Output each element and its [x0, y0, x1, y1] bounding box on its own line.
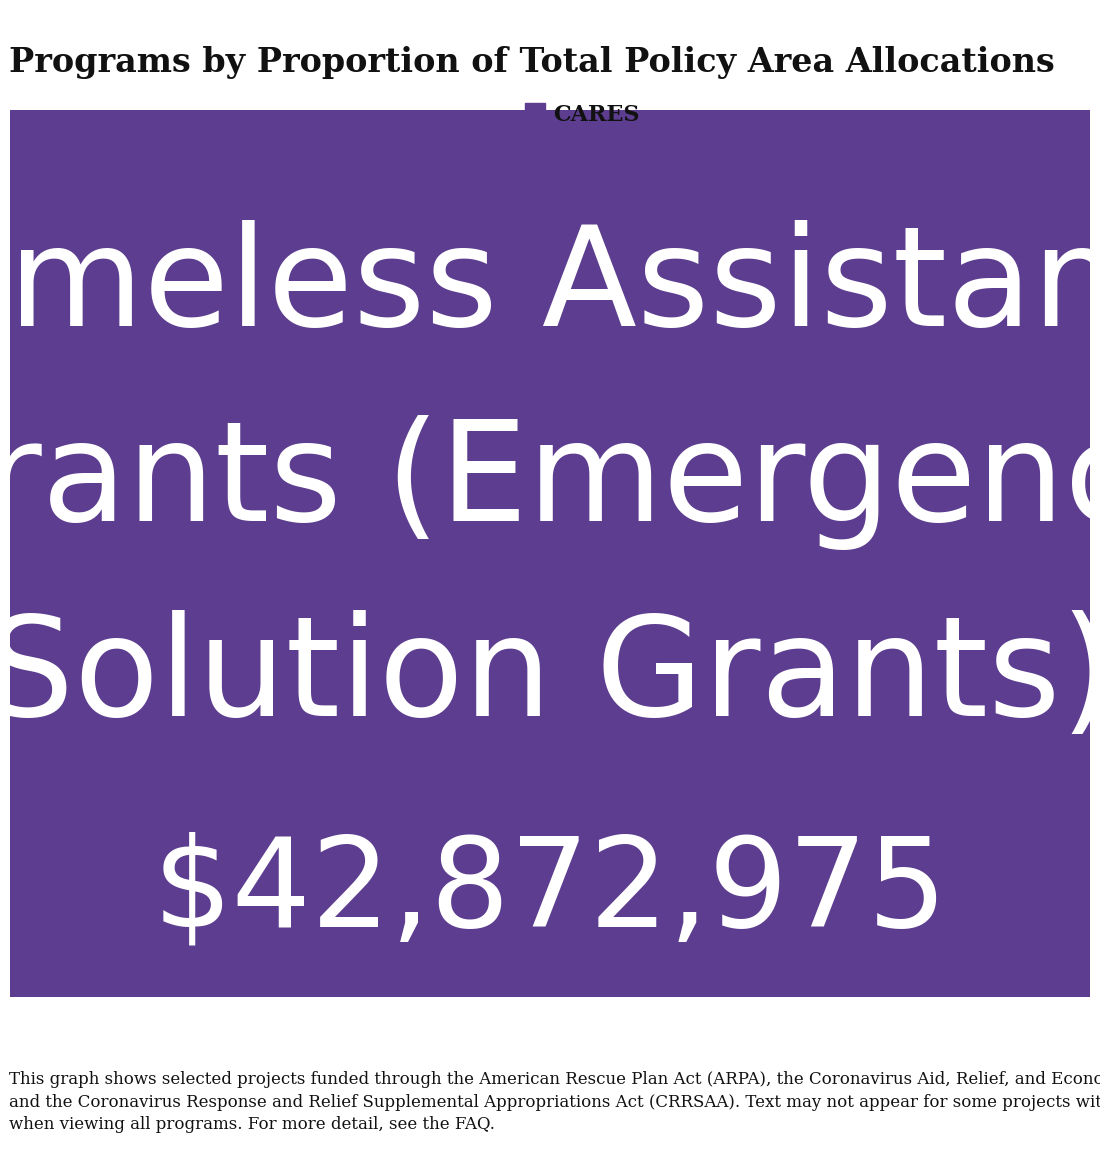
- Text: Solution Grants): Solution Grants): [0, 611, 1100, 745]
- Text: Programs by Proportion of Total Policy Area Allocations: Programs by Proportion of Total Policy A…: [9, 46, 1055, 79]
- Text: This graph shows selected projects funded through the American Rescue Plan Act (: This graph shows selected projects funde…: [9, 1071, 1100, 1132]
- Bar: [10, 109, 1090, 996]
- Text: Grants (Emergency: Grants (Emergency: [0, 415, 1100, 550]
- Text: $42,872,975: $42,872,975: [153, 832, 947, 953]
- Text: CARES: CARES: [553, 104, 640, 127]
- Text: Homeless Assistance: Homeless Assistance: [0, 220, 1100, 355]
